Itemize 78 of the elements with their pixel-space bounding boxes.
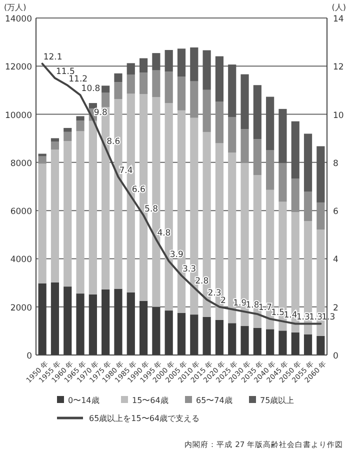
bar — [64, 128, 72, 132]
bar — [278, 163, 287, 202]
legend-label: 65〜74歳 — [196, 396, 232, 405]
bar — [38, 156, 46, 164]
y2-tick-label: 2 — [333, 303, 338, 314]
y-tick-label: 2000 — [10, 303, 32, 314]
data-label: 2.3 — [208, 288, 222, 299]
bar — [50, 142, 60, 150]
bar — [114, 82, 122, 100]
bar — [114, 73, 122, 82]
data-label: 1.4 — [284, 310, 298, 320]
y2-tick-label: 14 — [333, 14, 344, 24]
bar — [126, 74, 135, 94]
bar — [240, 129, 249, 163]
y-tick-label: 10000 — [4, 110, 32, 121]
bar — [152, 70, 160, 98]
data-label: 11.2 — [68, 74, 88, 84]
data-label: 2 — [220, 296, 226, 306]
y2-tick-label: 4 — [333, 255, 338, 266]
data-label: 3.9 — [170, 250, 184, 260]
legend-label: 65歳以上を15〜64歳で支える — [89, 414, 200, 423]
bar — [38, 154, 46, 156]
y-tick-label: 6000 — [10, 207, 32, 218]
bar — [102, 86, 110, 92]
bar — [316, 202, 325, 230]
y-tick-label: 12000 — [4, 62, 32, 73]
data-label: 1.9 — [233, 298, 247, 308]
bar — [76, 131, 84, 294]
data-label: 4.8 — [157, 228, 171, 238]
bar — [102, 92, 110, 107]
data-label: 1.5 — [271, 308, 285, 318]
bar — [253, 139, 262, 176]
bar — [38, 164, 46, 284]
data-label: 6.6 — [132, 185, 146, 196]
data-label: 12.1 — [43, 52, 62, 63]
bar — [215, 102, 224, 144]
bar — [291, 178, 300, 212]
data-label: 9.8 — [94, 108, 108, 118]
bar — [266, 150, 274, 190]
bar — [50, 138, 60, 142]
y2-tick-label: 12 — [333, 62, 344, 73]
y2-tick-label: 10 — [333, 110, 344, 121]
y2-tick-label: 0 — [333, 352, 338, 362]
bar — [88, 120, 97, 294]
bar — [64, 132, 72, 142]
bar — [88, 103, 97, 108]
line-series — [41, 62, 322, 325]
data-label: 7.4 — [119, 166, 133, 176]
data-label: 2.8 — [195, 276, 209, 287]
data-label: 1.7 — [258, 303, 272, 314]
y-tick-label: 8000 — [10, 158, 32, 169]
data-label: 1.3 — [309, 312, 323, 323]
bar — [50, 150, 60, 282]
data-label: 10.8 — [81, 84, 100, 94]
data-label: 1.8 — [246, 300, 260, 311]
data-label: 8.6 — [106, 136, 120, 147]
bar — [304, 192, 312, 221]
data-label: 5.8 — [144, 204, 158, 214]
y2-tick-label: 6 — [333, 207, 338, 218]
bar — [164, 72, 173, 103]
y2-axis-title: (人) — [332, 3, 346, 12]
bar — [228, 116, 236, 153]
legend-label: 0〜14歳 — [68, 396, 100, 405]
bar — [177, 76, 186, 110]
data-label: 3.3 — [182, 264, 196, 275]
bar — [202, 90, 211, 132]
bar — [64, 141, 72, 287]
data-label: 1.3 — [296, 312, 310, 323]
legend-label: 15〜64歳 — [132, 396, 168, 405]
y-tick-label: 0 — [26, 352, 32, 362]
bar — [190, 81, 198, 118]
bar — [139, 72, 148, 94]
legend-label: 75歳以上 — [260, 396, 294, 405]
y-tick-label: 14000 — [4, 14, 32, 24]
y-axis-title: (万人) — [4, 3, 26, 12]
y2-tick-label: 8 — [333, 158, 338, 169]
y-tick-label: 4000 — [10, 255, 32, 266]
bar — [76, 120, 84, 132]
